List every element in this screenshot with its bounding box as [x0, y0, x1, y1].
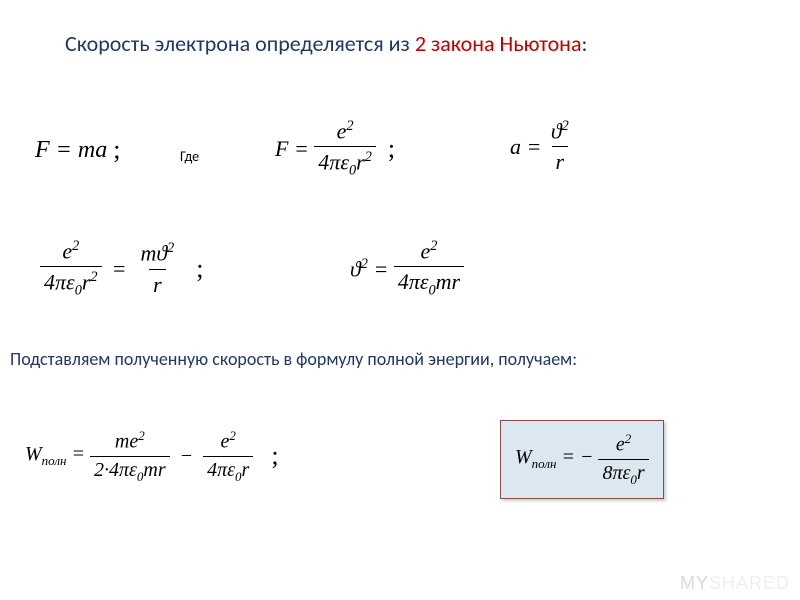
formula-centripetal: a = ϑ2 r	[510, 118, 573, 175]
formula-f-ma: F = ma;	[35, 135, 126, 165]
description: Подставляем полученную скорость в формул…	[10, 348, 577, 370]
title-post: :	[581, 30, 587, 57]
formula-result-boxed: Wполн = − e2 8πε0r	[500, 420, 664, 499]
formula-velocity-sq: ϑ2 = e2 4πε0mr	[350, 238, 464, 300]
formula-coulomb-force: F = e2 4πε0r2 ;	[275, 118, 401, 180]
title-pre: Скорость электрона определяется из	[65, 30, 415, 57]
label-where: Где	[180, 148, 199, 165]
page-title: Скорость электрона определяется из 2 зак…	[65, 30, 587, 57]
watermark-b: SHARED	[709, 573, 790, 593]
title-highlight: 2 закона Ньютона	[415, 30, 582, 57]
watermark-a: MY	[680, 573, 709, 593]
watermark: MYSHARED	[680, 573, 790, 594]
formula-total-energy: Wполн = me2 2·4πε0mr − e2 4πε0r ;	[25, 428, 285, 485]
formula-equate: e2 4πε0r2 = mϑ2 r ;	[40, 238, 210, 300]
